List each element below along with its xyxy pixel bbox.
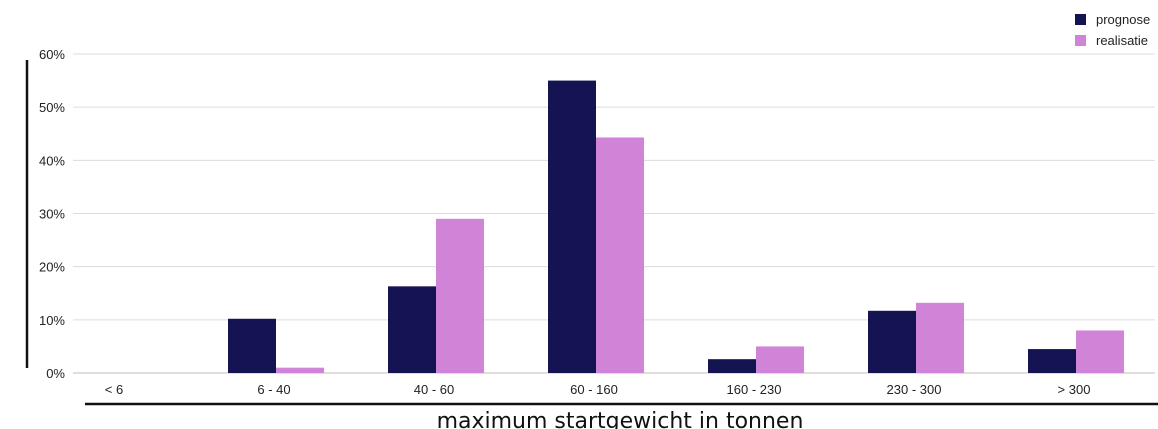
legend-swatch (1075, 14, 1086, 25)
bar-prognose (548, 80, 596, 373)
legend: prognose realisatie (1075, 12, 1150, 48)
bar-realisatie (596, 137, 644, 373)
y-tick-label: 50% (39, 100, 65, 115)
y-tick-label: 0% (46, 366, 65, 381)
bar-realisatie (756, 346, 804, 373)
y-tick-label: 30% (39, 207, 65, 222)
x-axis-ticks: < 6 6 - 40 40 - 60 60 - 160 160 - 230 230 - 3… (105, 382, 1091, 397)
y-tick-label: 20% (39, 260, 65, 275)
x-tick-label: 40 - 60 (414, 382, 454, 397)
bar-prognose (228, 318, 276, 373)
bar-prognose (708, 359, 756, 373)
x-tick-label: 6 - 40 (257, 382, 290, 397)
y-tick-label: 60% (39, 47, 65, 62)
y-tick-label: 10% (39, 313, 65, 328)
bars (228, 80, 1124, 373)
x-tick-label: > 300 (1058, 382, 1091, 397)
x-tick-label: 230 - 300 (887, 382, 942, 397)
x-tick-label: 60 - 160 (570, 382, 618, 397)
bar-prognose (868, 310, 916, 373)
bar-prognose (388, 286, 436, 373)
x-axis-title: maximum startgewicht in tonnen (437, 409, 804, 429)
bar-realisatie (276, 367, 324, 373)
legend-label: realisatie (1096, 33, 1148, 48)
x-tick-label: < 6 (105, 382, 123, 397)
legend-swatch (1075, 35, 1086, 46)
bar-realisatie (436, 218, 484, 373)
bar-prognose (1028, 349, 1076, 373)
y-axis-ticks: 0% 10% 20% 30% 40% 50% 60% (39, 47, 65, 381)
x-tick-label: 160 - 230 (727, 382, 782, 397)
bar-realisatie (1076, 330, 1124, 373)
bar-realisatie (916, 302, 964, 373)
legend-label: prognose (1096, 12, 1150, 27)
y-tick-label: 40% (39, 153, 65, 168)
